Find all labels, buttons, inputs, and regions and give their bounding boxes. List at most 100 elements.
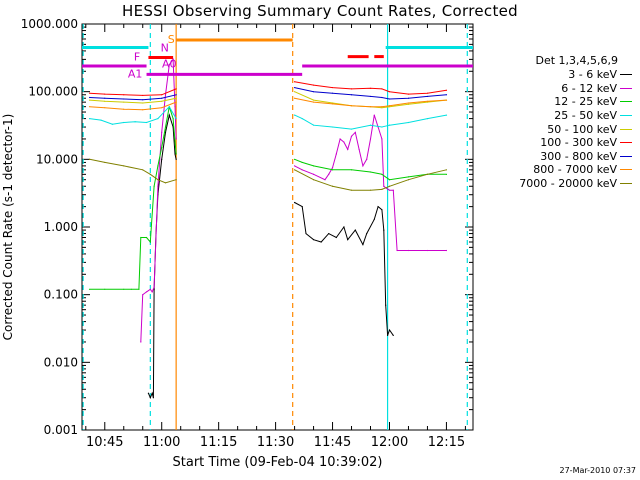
series-point-1	[347, 148, 349, 151]
series-point-8	[123, 165, 125, 167]
series-point-1	[331, 167, 334, 169]
legend-label: 800 - 7000 keV	[533, 163, 617, 177]
legend-item: 100 - 300 keV	[490, 136, 632, 150]
series-point-1	[168, 64, 170, 66]
series-point-2	[172, 117, 174, 120]
state-annotation: N	[161, 41, 169, 54]
series-line-5	[89, 81, 447, 96]
state-annotation: S	[168, 33, 175, 46]
legend-swatch	[620, 115, 632, 117]
state-annotation: A1	[128, 68, 143, 81]
series-point-2	[88, 288, 91, 290]
series-point-1	[149, 288, 151, 290]
y-tick-label: 0.010	[44, 355, 78, 369]
series-point-3	[301, 117, 303, 120]
series-point-1	[369, 138, 372, 140]
series-point-1	[301, 169, 303, 171]
series-point-5	[88, 92, 91, 94]
plot-frame	[81, 23, 474, 431]
series-point-7	[104, 107, 106, 109]
series-point-0	[328, 232, 330, 235]
series-point-5	[381, 88, 383, 90]
series-point-1	[339, 138, 341, 140]
series-point-0	[347, 239, 349, 241]
series-point-0	[366, 232, 368, 235]
series-point-2	[381, 173, 383, 175]
series-point-3	[381, 126, 383, 128]
state-annotation: F	[134, 51, 140, 64]
series-point-8	[388, 185, 391, 187]
series-point-6	[331, 92, 334, 94]
series-point-8	[369, 189, 372, 191]
series-point-0	[175, 158, 177, 160]
series-point-1	[140, 341, 142, 343]
series-point-0	[164, 131, 167, 134]
series-point-4	[331, 102, 334, 104]
series-point-0	[385, 304, 387, 306]
series-point-2	[407, 176, 410, 178]
series-point-2	[312, 165, 315, 167]
series-point-2	[331, 169, 334, 171]
series-point-0	[301, 206, 303, 208]
legend-swatch	[620, 169, 632, 171]
series-point-7	[388, 105, 391, 107]
legend-label: 25 - 50 keV	[554, 109, 617, 123]
series-point-1	[366, 158, 368, 160]
series-point-0	[149, 397, 151, 399]
series-point-6	[123, 98, 125, 100]
series-point-6	[104, 97, 106, 99]
series-point-1	[153, 286, 155, 288]
x-axis-label: Start Time (09-Feb-04 10:39:02)	[172, 455, 383, 470]
series-point-1	[328, 173, 330, 175]
series-point-1	[373, 114, 375, 116]
series-point-7	[142, 109, 144, 111]
series-point-0	[373, 218, 375, 220]
series-point-0	[168, 114, 170, 116]
series-point-4	[407, 103, 410, 105]
series-point-1	[174, 106, 176, 108]
series-point-7	[331, 103, 334, 105]
timestamp: 27-Mar-2010 07:37	[559, 466, 637, 475]
series-point-5	[388, 91, 391, 93]
legend-item: 6 - 12 keV	[490, 82, 632, 96]
legend-title: Det 1,3,4,5,6,9	[535, 54, 618, 67]
x-tick-label: 11:30	[257, 435, 294, 450]
series-point-0	[383, 229, 385, 231]
series-point-3	[100, 119, 102, 121]
series-point-6	[312, 91, 315, 93]
y-tick-label: 1000.000	[21, 17, 78, 31]
state-annotation: A0	[162, 58, 177, 71]
series-point-2	[140, 236, 142, 239]
series-point-5	[369, 87, 372, 89]
legend-label: 6 - 12 keV	[561, 81, 617, 95]
series-point-2	[164, 126, 167, 128]
series-point-6	[161, 97, 163, 99]
series-point-1	[293, 165, 296, 167]
series-point-6	[388, 98, 391, 100]
series-point-3	[388, 124, 391, 126]
legend-swatch	[620, 183, 632, 185]
series-point-0	[320, 241, 322, 243]
series-point-4	[88, 99, 91, 101]
series-point-7	[161, 107, 163, 109]
series-point-8	[293, 169, 296, 171]
y-tick-label: 0.100	[44, 288, 78, 302]
series-point-0	[151, 392, 153, 394]
series-point-6	[426, 95, 429, 98]
series-point-7	[445, 99, 448, 101]
x-tick-label: 11:00	[143, 435, 180, 450]
series-point-4	[161, 100, 163, 102]
series-point-8	[88, 158, 91, 160]
x-tick-label: 11:45	[314, 435, 351, 450]
series-point-5	[104, 93, 106, 95]
legend-swatch	[620, 74, 632, 76]
series-point-1	[445, 249, 448, 252]
series-point-1	[151, 291, 153, 293]
series-point-5	[426, 92, 429, 94]
series-point-6	[142, 99, 144, 101]
series-point-0	[293, 201, 296, 204]
legend-swatch	[620, 155, 632, 157]
series-point-1	[324, 179, 326, 181]
series-point-8	[381, 188, 383, 190]
